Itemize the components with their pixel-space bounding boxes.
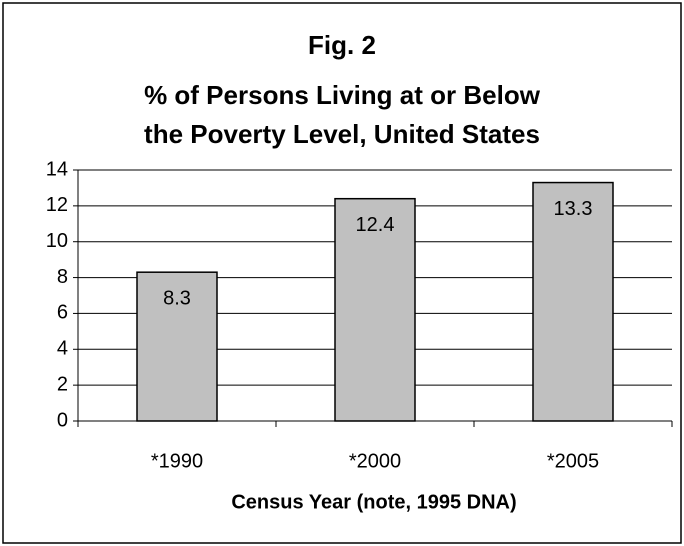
bar [334, 197, 416, 422]
y-tick-label: 4 [57, 338, 68, 360]
y-tick-label: 14 [46, 158, 68, 180]
chart-title: the Poverty Level, United States [144, 119, 540, 149]
bar [136, 271, 218, 422]
y-tick-label: 0 [57, 409, 68, 431]
y-tick-label: 10 [46, 230, 68, 252]
data-label: 12.4 [356, 214, 395, 236]
x-tick-label: *2005 [547, 450, 599, 472]
y-tick-label: 12 [46, 194, 68, 216]
x-tick-label: *1990 [151, 450, 203, 472]
y-tick-label: 2 [57, 373, 68, 395]
x-tick-label: *2000 [349, 450, 401, 472]
y-tick-label: 8 [57, 266, 68, 288]
chart-title: % of Persons Living at or Below [144, 80, 541, 110]
chart-title: Fig. 2 [308, 30, 376, 60]
bar [532, 181, 614, 422]
data-label: 13.3 [554, 198, 593, 220]
y-tick-label: 6 [57, 302, 68, 324]
data-label: 8.3 [163, 287, 191, 309]
x-axis-label: Census Year (note, 1995 DNA) [231, 491, 516, 513]
